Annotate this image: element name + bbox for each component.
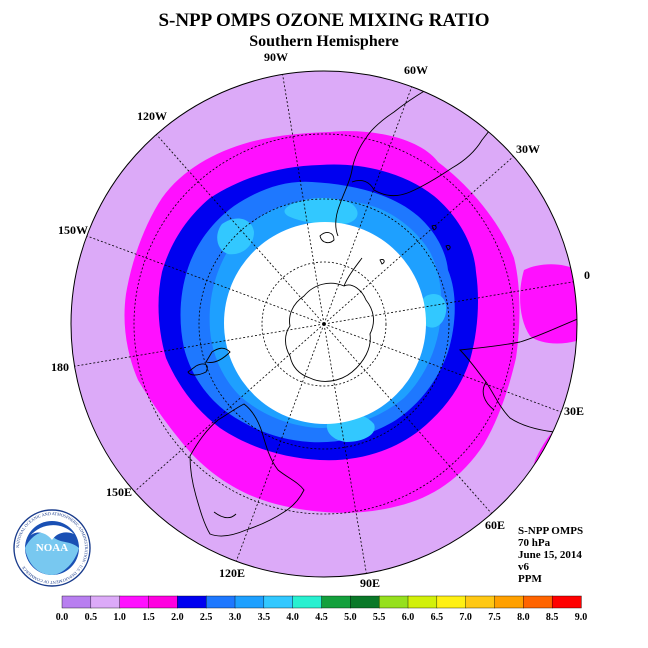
info-level: 70 hPa [518,537,551,549]
label-180: 180 [51,360,69,374]
label-120e: 120E [219,566,245,580]
colorbar-swatch [61,595,92,609]
colorbar-tick-label: 1.0 [113,612,126,623]
colorbar-tick-label: 3.5 [258,612,271,623]
colorbar-tick-label: 6.0 [402,612,415,623]
figure-subtitle: Southern Hemisphere [249,33,398,50]
colorbar-tick-label: 3.0 [229,612,242,623]
colorbar-tick-label: 5.0 [344,612,357,623]
colorbar-swatch [523,595,553,609]
label-0: 0 [584,268,590,282]
colorbar-tick-label: 7.0 [459,612,472,623]
colorbar-swatch [436,595,467,609]
info-version: v6 [518,561,530,573]
map-border [70,70,578,578]
coastlines [187,89,577,537]
colorbar-tick-label: 8.0 [517,612,530,623]
coastline-south-america [335,89,505,237]
colorbar-swatch [292,595,323,609]
noaa-logo: NOAA NATIONAL OCEANIC AND ATMOSPHERIC AD… [13,509,91,587]
colorbar-tick-label: 5.5 [373,612,386,623]
graticule [71,71,577,577]
band-3.0-3.5-patch-east [419,293,447,328]
label-150e: 150E [106,485,132,499]
info-block: S-NPP OMPS 70 hPa June 15, 2014 v6 PPM [518,525,583,585]
coastline-australia [189,403,305,537]
colorbar-tick-label: 1.5 [142,612,155,623]
colorbar-tick-label: 6.5 [431,612,444,623]
colorbar-swatch [205,595,236,609]
colorbar-swatch [551,595,582,609]
colorbar-tick-label: 0.0 [56,612,69,623]
noaa-logo-text: NOAA [36,542,68,554]
info-units: PPM [518,573,542,585]
colorbar-swatch [177,595,207,609]
colorbar-tick-label: 4.5 [315,612,328,623]
colorbar: 0.0 0.5 1.0 1.5 2.0 2.5 3.0 3.5 4.0 4.5 5.0 5.5 6.0 6… [56,595,588,623]
colorbar-swatch [148,595,178,609]
label-90e: 90E [360,576,380,590]
label-120w: 120W [137,109,167,123]
colorbar-swatch [321,595,351,609]
label-60e: 60E [485,518,505,532]
figure-title: S-NPP OMPS OZONE MIXING RATIO [158,10,489,31]
colorbar-tick-label: 4.0 [286,612,299,623]
longitude-labels: 90W 60W 30W 0 30E 60E 90E 120E 150E 180 … [51,50,590,590]
band-1.0-1.5-patch-east [520,264,577,344]
colorbar-swatch [234,595,265,609]
colorbar-tick-label: 7.5 [488,612,501,623]
coastline-islands-east [431,225,451,251]
colorbar-tick-label: 2.0 [171,612,184,623]
colorbar-swatch [494,595,524,609]
info-instrument: S-NPP OMPS [518,525,583,537]
colorbar-tick-label: 8.5 [546,612,559,623]
colorbar-swatch [407,595,438,609]
colorbar-tick-label: 2.5 [200,612,213,623]
coastline-new-zealand [187,347,231,376]
label-90w: 90W [264,50,288,64]
coastline-islands-north [319,232,385,265]
pole-marker [322,322,326,326]
label-30e: 30E [564,404,584,418]
info-date: June 15, 2014 [518,549,582,561]
colorbar-swatch [90,595,121,609]
colorbar-tick-label: 0.5 [85,612,98,623]
coastline-antarctica [285,257,374,382]
colorbar-swatch [378,595,409,609]
colorbar-swatch [465,595,496,609]
colorbar-swatch [263,595,294,609]
label-60w: 60W [404,63,428,77]
colorbar-tick-label: 9.0 [575,612,588,623]
colorbar-swatch [119,595,150,609]
colorbar-swatch [350,595,380,609]
label-150w: 150W [58,223,88,237]
label-30w: 30W [516,142,540,156]
